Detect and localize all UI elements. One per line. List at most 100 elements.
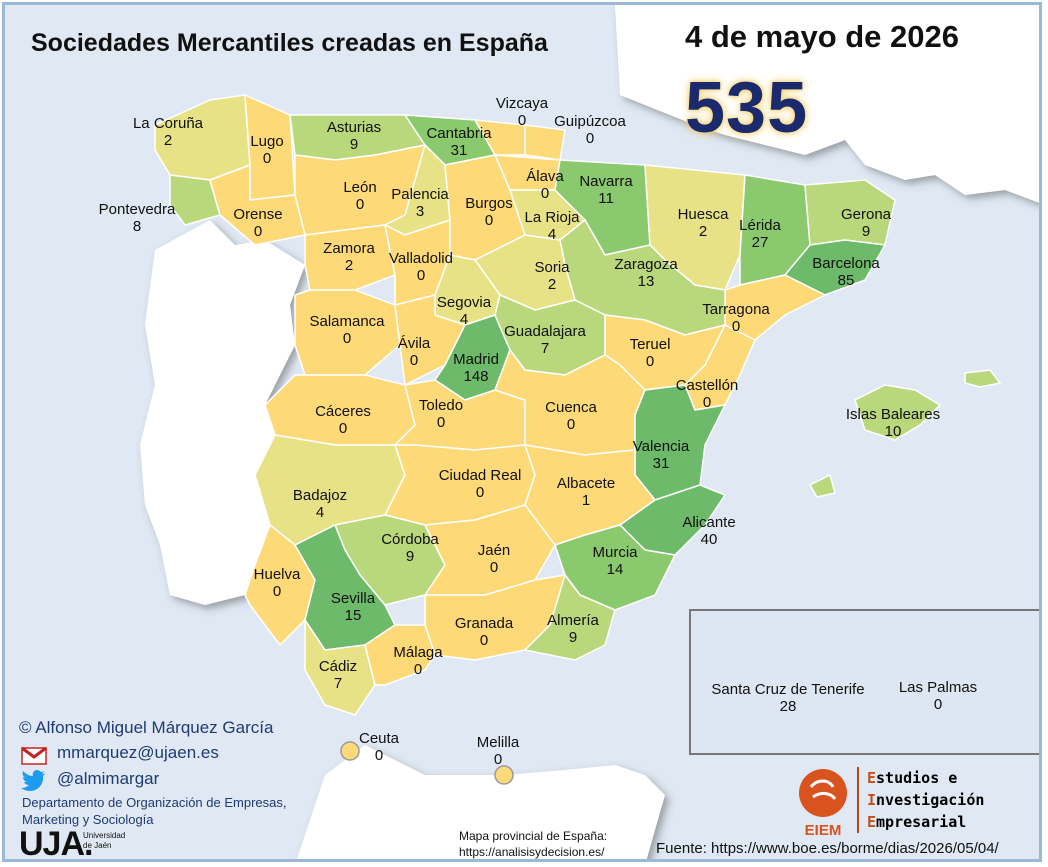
province-value: 0: [702, 394, 712, 411]
province-name: La Coruña: [132, 115, 204, 132]
province-name: Valencia: [632, 438, 690, 455]
province-value: 4: [547, 226, 557, 243]
label-lugo: Lugo 0: [250, 133, 283, 167]
province-value: 0: [413, 661, 423, 678]
label-albacete: Albacete 1: [557, 475, 615, 509]
label-castellón: Castellón 0: [676, 377, 739, 411]
province-name: Barcelona: [812, 255, 880, 272]
province-name: Burgos: [465, 195, 513, 212]
province-value: 8: [132, 218, 142, 235]
label-la-rioja: La Rioja 4: [524, 209, 579, 243]
france-land: [615, 5, 1039, 203]
province-name: Jaén: [477, 542, 511, 559]
data-source[interactable]: Fuente: https://www.boe.es/borme/dias/20…: [656, 840, 999, 857]
province-name: Badajoz: [292, 487, 348, 504]
province-value: 7: [540, 340, 550, 357]
province-name: Zaragoza: [614, 256, 678, 273]
province-value: 9: [349, 136, 359, 153]
province-value: 85: [837, 272, 855, 289]
label-murcia: Murcia 14: [592, 544, 637, 578]
province-name: Asturias: [326, 119, 382, 136]
province-name: Huesca: [677, 206, 729, 223]
province-value: 10: [884, 423, 902, 440]
province-value: 1: [581, 492, 591, 509]
province-name: Ávila: [397, 335, 431, 352]
label-zamora: Zamora 2: [323, 240, 375, 274]
africa-land: [297, 745, 665, 859]
department-line-1: Departamento de Organización de Empresas…: [22, 795, 287, 810]
label-zaragoza: Zaragoza 13: [614, 256, 677, 290]
province-value: 0: [645, 353, 655, 370]
province-value: 13: [637, 273, 655, 290]
province-name: Granada: [454, 615, 514, 632]
uja-logo: UJA.: [19, 825, 93, 862]
label-cádiz: Cádiz 7: [319, 658, 357, 692]
province-name: Gerona: [840, 206, 892, 223]
province-name: Albacete: [556, 475, 616, 492]
department-line-2: Marketing y Sociología: [22, 812, 154, 827]
province-value: 0: [731, 318, 741, 335]
province-name: Pontevedra: [98, 201, 176, 218]
province-name: Cádiz: [318, 658, 358, 675]
province-name: León: [343, 179, 377, 196]
author-twitter[interactable]: @almimargar: [57, 769, 160, 788]
label-almería: Almería 9: [547, 612, 599, 646]
label-jaén: Jaén 0: [478, 542, 511, 576]
province-value: 0: [489, 559, 499, 576]
province-name: Segovia: [436, 294, 492, 311]
label-guadalajara: Guadalajara 7: [504, 323, 586, 357]
label-ceuta: Ceuta 0: [359, 730, 399, 764]
uja-logo-sub-2: de Jaén: [83, 841, 112, 850]
label-las-palmas: Las Palmas 0: [899, 679, 977, 713]
label-málaga: Málaga 0: [393, 644, 442, 678]
label-guipúzcoa: Guipúzcoa 0: [554, 113, 626, 147]
province-name: La Rioja: [524, 209, 580, 226]
province-name: Ciudad Real: [438, 467, 522, 484]
label-córdoba: Córdoba 9: [381, 531, 439, 565]
province-value: 15: [344, 607, 362, 624]
label-gerona: Gerona 9: [841, 206, 891, 240]
label-segovia: Segovia 4: [437, 294, 491, 328]
province-value: 2: [344, 257, 354, 274]
label-navarra: Navarra 11: [579, 173, 632, 207]
canary-inset-box: [689, 609, 1039, 755]
map-title: Sociedades Mercantiles creadas en España: [31, 29, 548, 57]
label-lérida: Lérida 27: [739, 217, 781, 251]
label-cáceres: Cáceres 0: [315, 403, 371, 437]
label-soria: Soria 2: [534, 259, 569, 293]
province-value: 0: [436, 414, 446, 431]
uja-logo-sub-1: Universidad: [83, 831, 126, 840]
author-email[interactable]: mmarquez@ujaen.es: [57, 743, 219, 762]
label-madrid: Madrid 148: [453, 351, 499, 385]
province-name: Vizcaya: [495, 95, 549, 112]
label-badajoz: Badajoz 4: [293, 487, 347, 521]
province-malaga: [364, 624, 436, 686]
province-name: Lugo: [250, 133, 284, 150]
label-toledo: Toledo 0: [419, 397, 463, 431]
province-value: 3: [415, 203, 425, 220]
province-value: 0: [262, 150, 272, 167]
province-value: 0: [338, 420, 348, 437]
province-value: 40: [700, 531, 718, 548]
province-melilla: [494, 765, 514, 785]
province-name: Guadalajara: [504, 323, 586, 340]
province-name: Zamora: [323, 240, 375, 257]
province-name: Álava: [526, 168, 564, 185]
author-credit: © Alfonso Miguel Márquez García: [19, 718, 274, 737]
label-orense: Orense 0: [233, 206, 282, 240]
map-source-line-2[interactable]: https://analisisydecision.es/: [459, 845, 605, 859]
province-name: Castellón: [675, 377, 739, 394]
province-name: Islas Baleares: [845, 406, 941, 423]
province-name: Tarragona: [702, 301, 770, 318]
province-name: Navarra: [579, 173, 633, 190]
province-value: 0: [342, 330, 352, 347]
province-value: 31: [652, 455, 670, 472]
label-asturias: Asturias 9: [327, 119, 381, 153]
province-islas-baleares: [854, 384, 942, 441]
label-barcelona: Barcelona 85: [812, 255, 880, 289]
label-tarragona: Tarragona 0: [702, 301, 770, 335]
label-pontevedra: Pontevedra 8: [99, 201, 176, 235]
eiem-logo-icon: EIEM: [799, 769, 847, 839]
province-value: 0: [253, 223, 263, 240]
